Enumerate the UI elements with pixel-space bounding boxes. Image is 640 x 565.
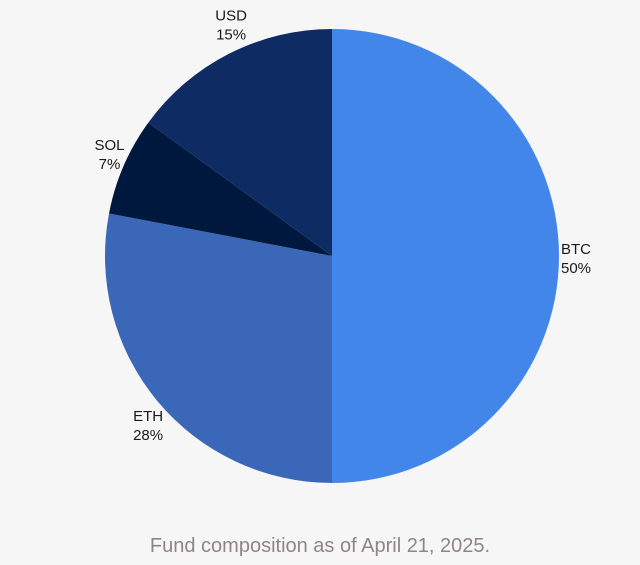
pie-slice-usd xyxy=(148,28,332,256)
slice-value-usd: 15% xyxy=(216,27,246,44)
pie-chart-svg: BTC 50% ETH 28% SOL 7% USD 15% xyxy=(94,8,591,483)
slice-value-sol: 7% xyxy=(99,156,121,173)
slice-value-btc: 50% xyxy=(561,260,591,277)
slice-value-eth: 28% xyxy=(133,427,163,444)
pie-slice-eth xyxy=(104,213,332,483)
slice-label-sol: SOL xyxy=(94,137,124,154)
slice-label-eth: ETH xyxy=(133,408,163,425)
pie-slices xyxy=(104,28,559,483)
pie-slice-btc xyxy=(332,29,559,483)
chart-caption: Fund composition as of April 21, 2025. xyxy=(149,535,491,557)
slice-labels: BTC 50% ETH 28% SOL 7% USD 15% xyxy=(94,8,591,444)
pie-slice-sol xyxy=(109,122,333,256)
slice-label-btc: BTC xyxy=(561,241,591,258)
slice-label-usd: USD xyxy=(215,8,247,25)
